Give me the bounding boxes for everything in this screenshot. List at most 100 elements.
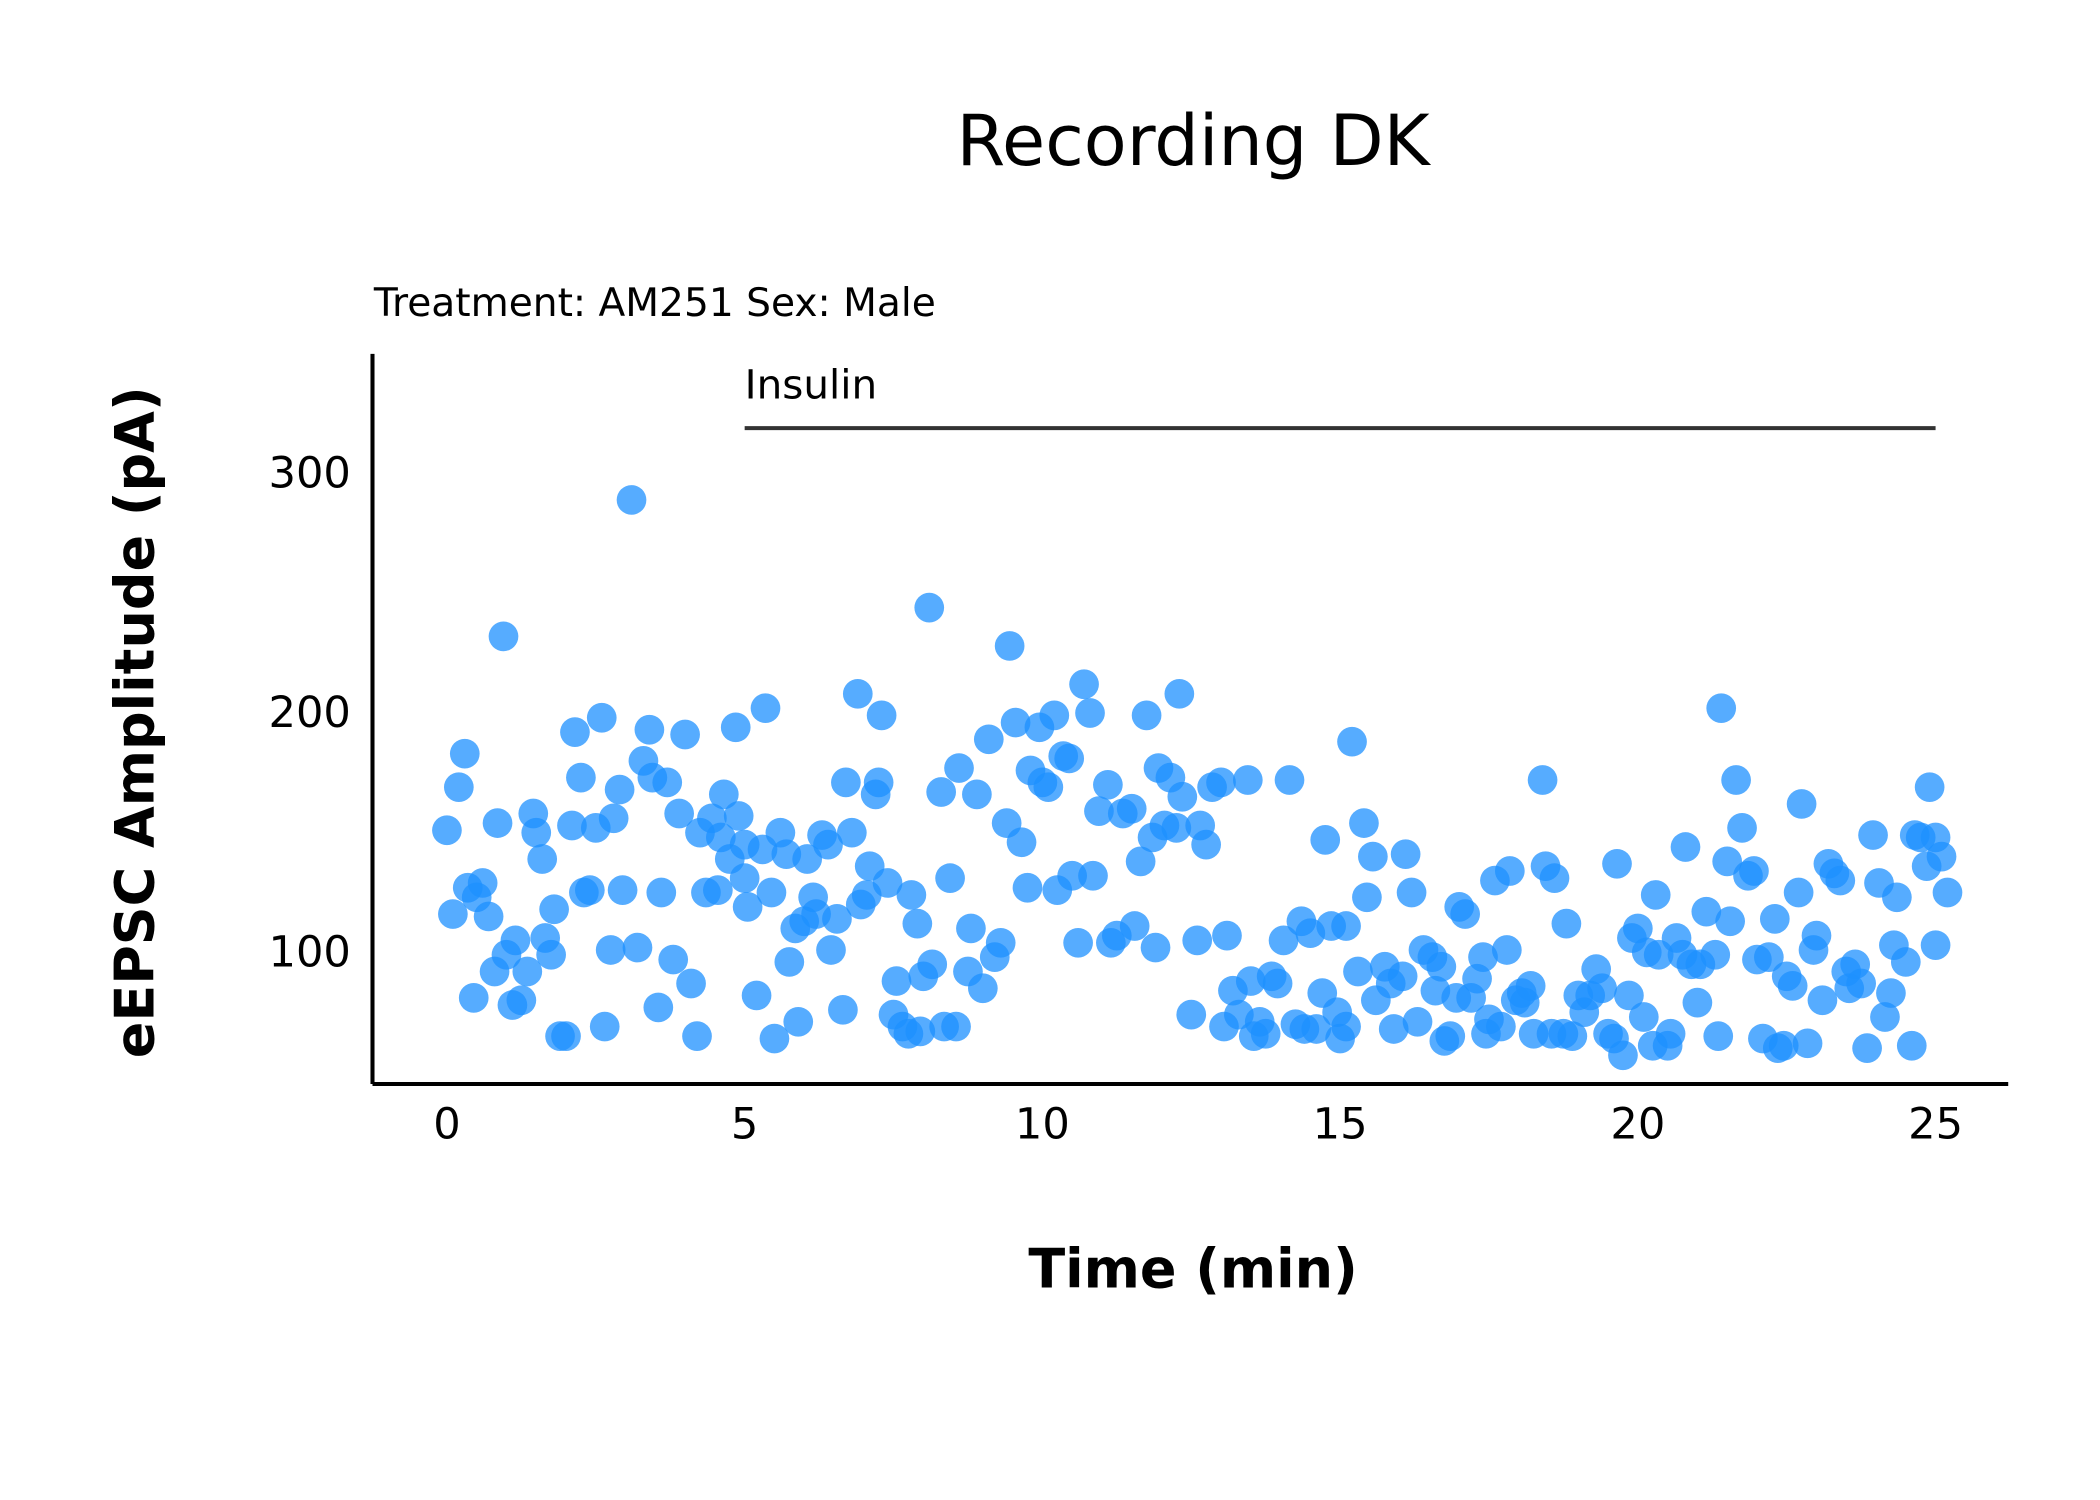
data-point — [1846, 968, 1876, 999]
data-point — [1390, 839, 1421, 870]
data-point — [488, 621, 519, 652]
data-point — [1006, 827, 1037, 858]
data-point — [1920, 930, 1951, 961]
data-point — [703, 875, 733, 905]
data-point — [1792, 1028, 1823, 1059]
data-point — [994, 631, 1025, 661]
y-tick-label: 200 — [268, 688, 350, 738]
data-point — [816, 935, 846, 965]
data-point — [914, 592, 945, 623]
data-point — [1807, 985, 1838, 1016]
data-point — [1054, 743, 1085, 774]
x-tick-label: 20 — [1610, 1100, 1665, 1150]
data-point — [676, 968, 706, 999]
data-point — [1084, 796, 1114, 826]
data-point — [1331, 911, 1361, 941]
data-point — [1262, 968, 1293, 999]
data-point — [1914, 772, 1945, 803]
data-point — [438, 899, 468, 929]
data-point — [1682, 987, 1713, 1018]
data-point — [1191, 829, 1221, 860]
data-point — [1000, 707, 1031, 738]
data-point — [756, 877, 787, 908]
data-point — [1640, 880, 1671, 910]
data-point — [1703, 1021, 1734, 1051]
data-point — [1212, 920, 1242, 951]
data-point — [482, 808, 513, 838]
data-point — [1825, 865, 1856, 896]
data-point — [1527, 765, 1558, 795]
data-point — [1700, 939, 1731, 970]
y-axis-label: eEPSC Amplitude (pA) — [104, 386, 167, 1058]
data-point — [1450, 899, 1481, 929]
data-point — [1670, 832, 1701, 862]
data-point — [1435, 1021, 1466, 1051]
data-point — [1602, 848, 1632, 879]
data-point — [1250, 1018, 1281, 1049]
data-point — [1932, 877, 1963, 908]
data-point — [1116, 793, 1147, 824]
data-point — [1301, 1014, 1332, 1044]
data-point — [1343, 956, 1373, 987]
data-point — [1628, 1002, 1659, 1032]
data-point — [1069, 669, 1099, 700]
data-point — [658, 944, 689, 975]
data-point — [536, 939, 566, 970]
data-point — [1551, 908, 1582, 939]
data-point — [1896, 1030, 1927, 1061]
data-point — [956, 913, 986, 944]
data-point — [1349, 808, 1379, 838]
data-point — [443, 772, 474, 803]
chart-title: Recording DK — [956, 100, 1431, 182]
data-point — [1468, 942, 1498, 972]
data-point — [664, 798, 695, 829]
data-point — [634, 714, 665, 745]
y-tick-label: 100 — [268, 927, 350, 977]
data-point — [962, 779, 992, 810]
data-point — [670, 719, 700, 750]
data-point — [521, 817, 552, 848]
data-point — [881, 966, 912, 996]
data-point — [1352, 882, 1382, 913]
data-point — [750, 693, 781, 724]
data-point — [822, 904, 852, 934]
data-point — [1655, 1018, 1686, 1049]
data-point — [1721, 765, 1751, 795]
data-point — [792, 844, 823, 874]
data-point — [1119, 911, 1150, 941]
data-point — [1494, 856, 1525, 886]
data-point — [1614, 980, 1644, 1011]
data-point — [1161, 813, 1192, 843]
data-point — [1274, 765, 1305, 795]
data-point — [1926, 841, 1957, 872]
data-point — [449, 738, 480, 769]
data-point — [574, 875, 605, 905]
data-point — [1176, 999, 1207, 1030]
data-point — [1125, 846, 1156, 877]
data-point — [1206, 767, 1236, 798]
data-point — [1882, 882, 1912, 913]
data-point — [1268, 925, 1299, 956]
data-point — [566, 762, 596, 793]
data-point — [1012, 872, 1043, 903]
data-point — [622, 932, 653, 963]
data-point — [1310, 825, 1341, 855]
data-point — [723, 801, 754, 831]
data-point — [917, 949, 948, 980]
data-point — [1337, 726, 1367, 757]
data-point — [1402, 1006, 1433, 1037]
data-point — [1426, 951, 1457, 982]
data-point — [708, 779, 739, 810]
annotation-label: Insulin — [745, 361, 877, 409]
data-point — [1396, 877, 1427, 908]
data-point — [1870, 1002, 1900, 1032]
data-point — [1131, 700, 1162, 731]
data-point — [944, 753, 974, 783]
data-point — [774, 947, 805, 977]
data-point — [1712, 846, 1743, 877]
data-point — [831, 767, 861, 798]
data-point — [652, 767, 683, 798]
data-point — [604, 774, 635, 805]
data-point — [595, 935, 626, 965]
